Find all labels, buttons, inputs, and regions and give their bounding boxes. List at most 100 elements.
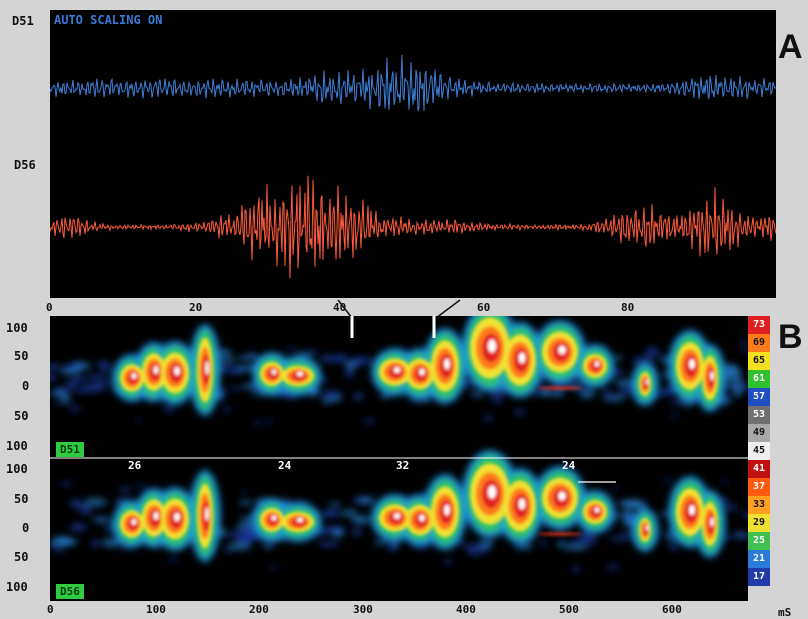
spectrogram-blob <box>91 517 112 523</box>
spectrogram-blob <box>135 417 143 423</box>
waveform-x-tick: 20 <box>189 301 203 314</box>
spectrogram-x-tick: 400 <box>456 603 476 616</box>
spectrogram-blob <box>373 540 389 545</box>
panel-letter-a: A <box>778 28 803 66</box>
spectrogram-blob <box>732 389 743 398</box>
spectrogram-panel <box>44 304 754 601</box>
spectrogram-x-tick: 300 <box>353 603 373 616</box>
spectrogram-blob <box>79 505 93 516</box>
spectrogram-plot <box>44 304 754 573</box>
spectrogram-blob <box>338 354 348 361</box>
spectrogram-blob <box>317 540 340 547</box>
spectrogram-blob <box>726 366 741 377</box>
spectrogram-blob <box>341 509 357 517</box>
colorbar-swatch: 73 <box>748 316 770 334</box>
waveform-panel <box>49 10 777 298</box>
spectrogram-blob <box>643 524 649 536</box>
spectrogram-blob <box>556 540 567 548</box>
spectrogram-blob <box>153 512 159 520</box>
spectrogram-blob <box>262 544 275 549</box>
spectrogram-blob <box>619 531 635 536</box>
spectrogram-blob <box>457 539 467 546</box>
spectrogram-blob <box>576 385 589 392</box>
spectrogram-top-hotspots <box>120 317 718 403</box>
spectrogram-blob <box>227 542 251 551</box>
spectrogram-blob <box>53 386 78 392</box>
spectrogram-blob <box>320 398 335 404</box>
spectrogram-blob <box>643 378 649 390</box>
spectrogram-blob <box>742 348 749 355</box>
spectrogram-blob <box>611 486 619 492</box>
spectrogram-blob <box>631 356 656 365</box>
spectrogram-blob <box>65 379 80 387</box>
spectrogram-blob <box>345 361 357 370</box>
colorbar-swatch: 65 <box>748 352 770 370</box>
spectrogram-blob <box>223 546 232 555</box>
spectrogram-blob <box>568 538 582 545</box>
spectrogram-y-tick: 0 <box>22 379 30 393</box>
spectrogram-blob <box>120 546 133 551</box>
spectrogram-blob <box>571 564 582 573</box>
spectrogram-blob <box>167 557 180 563</box>
spectrogram-blob <box>489 389 506 399</box>
spectrogram-blob <box>386 543 399 551</box>
spectrogram-channel-tag-top: D51 <box>56 442 84 457</box>
spectrogram-blob <box>476 548 490 553</box>
spectrogram-blob <box>518 352 526 364</box>
waveform-x-tick: 0 <box>46 301 53 314</box>
spectrogram-blob <box>324 391 333 398</box>
spectrogram-blob <box>75 388 89 394</box>
spectrogram-blob <box>710 517 714 527</box>
spectrogram-blob <box>90 381 113 386</box>
spectrogram-y-tick: 100 <box>6 439 28 453</box>
spectrogram-blob <box>578 536 598 546</box>
spectrogram-blob <box>514 543 534 550</box>
spectrogram-x-tick: 200 <box>249 603 269 616</box>
spectrogram-blob <box>271 369 277 375</box>
spectrogram-blob <box>306 349 319 356</box>
spectrogram-blob <box>344 368 355 379</box>
spectrogram-y-tick: 100 <box>6 462 28 476</box>
spectrogram-blob <box>59 480 73 487</box>
colorbar-swatch: 45 <box>748 442 770 460</box>
spectrogram-blob <box>558 491 566 501</box>
spectrogram-x-unit: mS <box>778 606 792 619</box>
spectrogram-blob <box>358 496 374 504</box>
spectrogram-blob <box>539 539 548 547</box>
spectrogram-blob <box>617 500 639 507</box>
spectrogram-blob <box>724 535 733 540</box>
spectrogram-blob <box>52 400 60 407</box>
spectrogram-x-tick: 600 <box>662 603 682 616</box>
spectrogram-blob <box>351 515 370 525</box>
segment-count: 26 <box>128 459 142 472</box>
spectrogram-blob <box>479 539 494 548</box>
spectrogram-blob <box>239 500 254 506</box>
spectrogram-blob <box>225 365 243 375</box>
spectrogram-blob <box>490 399 504 405</box>
colorbar-swatch: 17 <box>748 568 770 586</box>
spectrogram-x-tick: 100 <box>146 603 166 616</box>
spectrogram-y-tick: 0 <box>22 521 30 535</box>
spectrogram-blob <box>131 519 137 525</box>
spectrogram-blob <box>131 373 137 379</box>
spectrogram-blob <box>174 512 180 522</box>
spectrogram-blob <box>393 367 401 373</box>
spectrogram-blob <box>331 528 344 538</box>
spectrogram-blob <box>253 419 262 426</box>
colorbar-swatch: 49 <box>748 424 770 442</box>
segment-count: 24 <box>278 459 292 472</box>
spectrogram-blob <box>615 379 633 387</box>
spectrogram-blob <box>551 389 565 397</box>
spectrogram-blob <box>101 538 123 548</box>
spectrogram-blob <box>664 476 671 484</box>
spectrogram-blob <box>724 505 739 511</box>
spectrogram-blob <box>68 405 81 413</box>
spectrogram-blob <box>353 392 364 401</box>
spectrogram-blob <box>153 366 159 374</box>
spectrogram-blob <box>240 489 248 495</box>
spectrogram-blob <box>296 517 304 523</box>
spectrogram-blob <box>221 405 232 413</box>
spectrogram-blob <box>444 358 450 370</box>
colorbar-swatch: 53 <box>748 406 770 424</box>
spectrogram-x-tick: 0 <box>47 603 54 616</box>
